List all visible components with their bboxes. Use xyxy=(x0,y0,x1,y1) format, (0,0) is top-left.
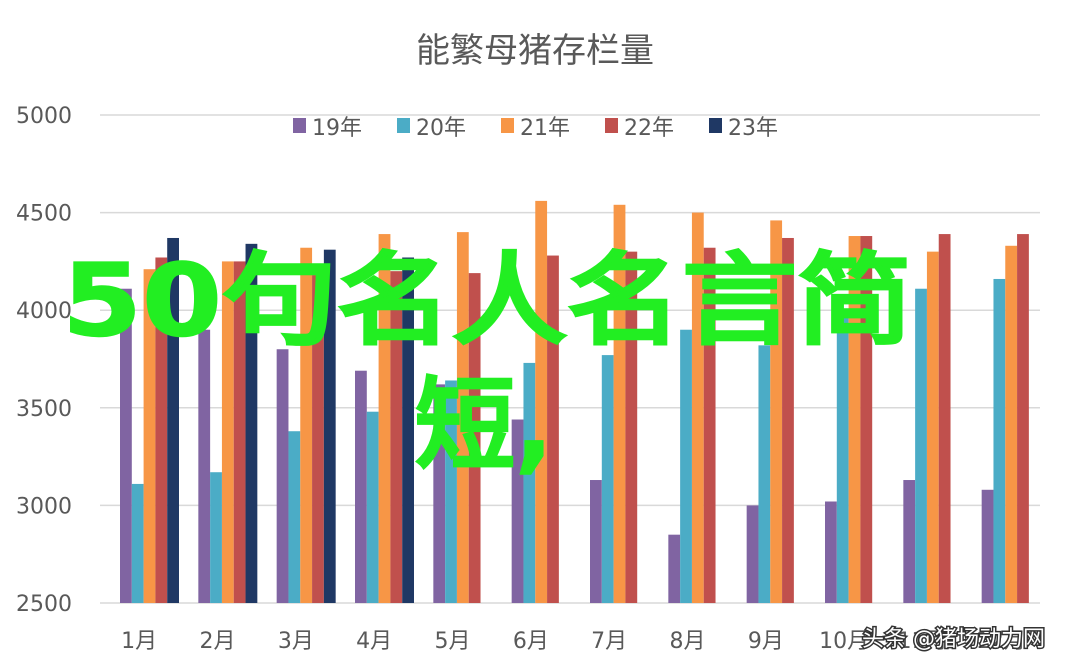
x-tick-label: 3月 xyxy=(278,629,314,654)
y-tick-label: 5000 xyxy=(16,104,72,129)
x-tick-label: 11月 xyxy=(898,629,948,654)
legend-label: 20年 xyxy=(416,116,466,141)
bar xyxy=(860,236,873,604)
bar xyxy=(770,220,783,603)
legend-swatch xyxy=(709,118,722,133)
bar xyxy=(981,489,994,603)
bars xyxy=(120,200,1029,604)
y-axis-ticks: 2500 3000 3500 4000 4500 5000 xyxy=(16,104,72,617)
x-tick-label: 10月 xyxy=(819,629,869,654)
bar xyxy=(155,257,168,603)
y-tick-label: 2500 xyxy=(16,592,72,617)
bar xyxy=(1017,234,1029,603)
x-tick-label: 8月 xyxy=(670,629,706,654)
bar xyxy=(276,349,289,603)
bar xyxy=(312,275,324,603)
bar xyxy=(848,236,861,604)
bar xyxy=(680,329,692,603)
x-tick-label: 1月 xyxy=(121,629,157,654)
bar xyxy=(300,247,313,603)
y-tick-label: 4000 xyxy=(16,299,72,324)
bar xyxy=(1005,245,1018,603)
bar xyxy=(468,273,481,603)
bar xyxy=(167,237,179,603)
bar xyxy=(836,318,849,603)
bar xyxy=(288,431,301,603)
bar xyxy=(993,278,1006,603)
bar xyxy=(926,251,939,603)
bar xyxy=(433,384,446,603)
bar xyxy=(535,200,548,603)
bar xyxy=(245,243,258,603)
bar xyxy=(590,480,602,603)
bar xyxy=(758,345,771,603)
legend-label: 22年 xyxy=(624,116,674,141)
x-axis-ticks: 1月 2月 3月 4月 5月 6月 7月 8月 9月 10月 11月 12月 xyxy=(121,629,1026,654)
bar xyxy=(378,234,391,603)
overlay-caption-line2: 短, xyxy=(415,367,553,484)
bar xyxy=(390,271,403,603)
bar xyxy=(825,501,837,603)
bar xyxy=(703,247,716,603)
y-tick-label: 3000 xyxy=(16,494,72,519)
bar xyxy=(210,472,222,603)
legend-label: 21年 xyxy=(520,116,570,141)
bar xyxy=(613,204,626,604)
legend-label: 23年 xyxy=(728,116,778,141)
x-tick-label: 5月 xyxy=(435,629,471,654)
bar xyxy=(782,237,794,603)
legend: 19年 20年 21年 22年 23年 xyxy=(293,116,778,141)
x-tick-label: 12月 xyxy=(976,629,1026,654)
bar xyxy=(445,380,457,603)
bar xyxy=(938,234,951,603)
bar xyxy=(523,362,536,603)
bar xyxy=(366,411,379,603)
x-tick-label: 9月 xyxy=(748,629,784,654)
chart-title: 能繁母猪存栏量 xyxy=(416,31,654,71)
bar xyxy=(120,288,132,603)
bar xyxy=(355,370,367,603)
bar xyxy=(691,212,704,603)
legend-swatch xyxy=(501,118,514,133)
bar xyxy=(323,249,336,604)
bar xyxy=(915,288,927,603)
overlay-caption-line1: 50句名人名言简 xyxy=(62,242,912,359)
legend-swatch xyxy=(293,118,306,133)
bar xyxy=(221,261,234,603)
legend-label: 19年 xyxy=(312,116,362,141)
bar xyxy=(143,269,156,603)
bar xyxy=(198,329,211,603)
bar xyxy=(903,480,916,603)
bar xyxy=(233,261,246,603)
bar xyxy=(402,257,414,603)
legend-swatch xyxy=(397,118,410,133)
x-tick-label: 7月 xyxy=(591,629,627,654)
bar xyxy=(746,505,759,603)
x-tick-label: 6月 xyxy=(513,629,549,654)
bar xyxy=(625,251,638,603)
legend-swatch xyxy=(605,118,618,133)
x-tick-label: 4月 xyxy=(356,629,392,654)
bar xyxy=(131,483,144,603)
y-tick-label: 4500 xyxy=(16,202,72,227)
bar xyxy=(601,355,614,603)
bar xyxy=(511,419,524,603)
bar xyxy=(547,255,559,603)
watermark-text: 头条 @猪场动力网 xyxy=(862,627,1045,652)
x-tick-label: 2月 xyxy=(200,629,236,654)
y-tick-label: 3500 xyxy=(16,397,72,422)
bar xyxy=(456,232,469,603)
bar xyxy=(668,534,681,603)
